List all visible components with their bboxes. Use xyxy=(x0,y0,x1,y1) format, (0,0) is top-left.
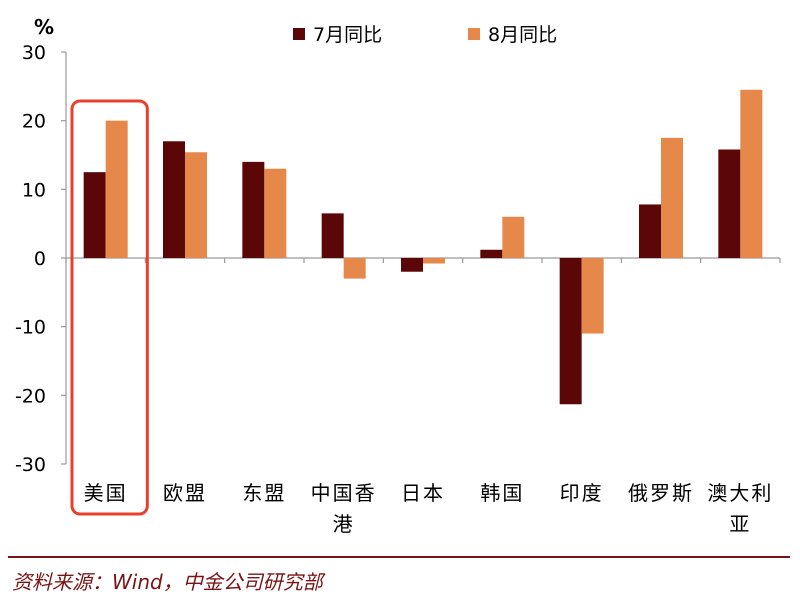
bar-jul-1 xyxy=(163,141,185,258)
bar-jul-8 xyxy=(718,149,741,258)
bar-jul-4 xyxy=(401,258,423,272)
x-category-label: 欧盟 xyxy=(163,481,207,505)
x-category-label: 澳大利 xyxy=(707,481,773,505)
bar-aug-2 xyxy=(264,168,287,258)
x-category-label: 日本 xyxy=(401,481,445,505)
y-tick-label: 10 xyxy=(22,179,46,201)
bar-aug-3 xyxy=(343,258,366,279)
bar-aug-1 xyxy=(185,152,207,258)
bar-aug-4 xyxy=(423,258,445,264)
y-axis-unit: % xyxy=(34,15,54,39)
bars xyxy=(83,89,763,405)
bar-jul-3 xyxy=(321,213,344,258)
axes: 30 20 10 0 -10 -20 -30 xyxy=(15,42,781,476)
bar-aug-6 xyxy=(581,258,604,334)
bar-jul-5 xyxy=(480,249,503,258)
legend-label: 7月同比 xyxy=(313,24,382,46)
source-divider xyxy=(8,556,790,558)
y-tick-label: 20 xyxy=(22,111,46,133)
legend-swatch xyxy=(468,28,480,40)
x-category-label: 港 xyxy=(333,512,355,536)
y-tick-label: 0 xyxy=(34,248,46,270)
x-category-label: 中国香 xyxy=(311,481,377,505)
x-category-label: 亚 xyxy=(729,512,751,536)
x-category-label: 韩国 xyxy=(480,481,524,505)
y-tick-label: -20 xyxy=(15,385,46,407)
bar-aug-5 xyxy=(502,216,525,258)
x-category-label: 美国 xyxy=(84,481,128,505)
y-tick-label: -10 xyxy=(15,317,46,339)
legend: 7月同比 8月同比 xyxy=(293,24,557,46)
bar-aug-8 xyxy=(740,89,763,259)
legend-swatch xyxy=(293,28,305,40)
x-category-label: 印度 xyxy=(560,481,604,505)
bar-jul-6 xyxy=(559,258,582,405)
bar-jul-7 xyxy=(639,204,661,258)
x-category-label: 东盟 xyxy=(242,481,286,505)
y-tick-label: -30 xyxy=(15,454,46,476)
legend-label: 8月同比 xyxy=(488,24,557,46)
highlight-box xyxy=(70,99,149,516)
bar-jul-2 xyxy=(242,161,265,258)
x-category-label: 俄罗斯 xyxy=(628,481,694,505)
y-tick-label: 30 xyxy=(22,42,46,64)
bar-aug-7 xyxy=(661,137,683,258)
bar-aug-0 xyxy=(105,120,128,259)
source-note: 资料来源：Wind，中金公司研究部 xyxy=(12,570,323,594)
bar-jul-0 xyxy=(83,172,106,258)
